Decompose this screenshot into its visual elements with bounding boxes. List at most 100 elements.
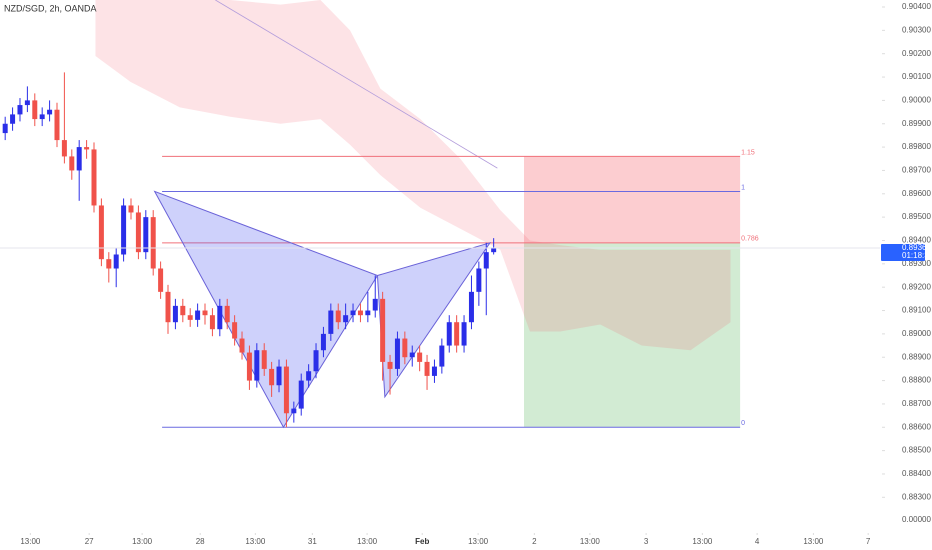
candle-body [269, 368, 275, 386]
fib-label: 1.15 [741, 149, 755, 156]
x-tick-label: 13:00 [692, 537, 713, 546]
pattern-xab [153, 190, 379, 429]
candle-body [468, 291, 474, 323]
y-tick-label: 0.89100 [902, 306, 931, 315]
plot-area: 1.15 1 0.786 0 [0, 0, 880, 429]
candle-body [350, 310, 356, 316]
candle-body [431, 366, 437, 376]
y-tick-label: 0.90300 [902, 25, 931, 34]
y-axis-footer: 0.00000 [902, 515, 931, 524]
candle-body [328, 310, 334, 334]
x-tick-label: 31 [308, 537, 317, 546]
reward-zone [524, 242, 741, 428]
candle-body [261, 350, 267, 369]
candle-body [113, 254, 119, 269]
candle-body [135, 212, 141, 253]
y-tick-label: 0.90100 [902, 72, 931, 81]
candle-body [454, 322, 460, 346]
candle-body [106, 259, 112, 269]
x-tick-label: 27 [85, 537, 94, 546]
y-tick-label: 0.89700 [902, 166, 931, 175]
candle-body [165, 291, 171, 323]
candle-body [313, 350, 319, 372]
fib-label: 0 [741, 420, 745, 427]
candle-body [483, 252, 489, 269]
candle-body [372, 298, 378, 311]
candle-body [409, 352, 415, 358]
x-tick-label: 3 [644, 537, 649, 546]
x-tick-label: 2 [532, 537, 537, 546]
y-tick-label: 0.90400 [902, 2, 931, 11]
risk-zone [524, 156, 741, 243]
y-tick-label: 0.89800 [902, 142, 931, 151]
candle-body [291, 408, 297, 414]
candle-body [158, 268, 164, 292]
y-tick-label: 0.89200 [902, 282, 931, 291]
candle-body [380, 298, 386, 362]
x-tick-label: 7 [866, 537, 871, 546]
candle-body [224, 305, 230, 323]
candle-body [394, 338, 400, 369]
candle-body [24, 100, 30, 106]
candle-body [298, 380, 304, 409]
candle-body [69, 156, 75, 171]
x-tick-label: 13:00 [580, 537, 601, 546]
x-tick-label: 13:00 [803, 537, 824, 546]
candle-body [335, 310, 341, 323]
y-tick-label: 0.88800 [902, 376, 931, 385]
candle-body [402, 338, 408, 358]
candle-body [17, 105, 23, 115]
candle-body [461, 322, 467, 346]
x-tick-label: 13:00 [357, 537, 378, 546]
candle-body [491, 247, 497, 253]
ichimoku-cloud [95, 0, 731, 351]
trend-line [215, 0, 498, 169]
y-tick-label: 0.90000 [902, 96, 931, 105]
candle-body [76, 147, 82, 171]
y-tick-label: 0.89500 [902, 212, 931, 221]
y-tick-label: 0.89600 [902, 189, 931, 198]
last-price-label: 0.89368 [902, 243, 931, 252]
last-price-box [881, 243, 925, 261]
x-tick-label: 4 [755, 537, 760, 546]
candle-body [283, 366, 289, 414]
candle-body [476, 268, 482, 292]
y-tick-label: 0.89400 [902, 236, 931, 245]
x-tick-label: 13:00 [20, 537, 41, 546]
fib-label: 0.786 [741, 236, 759, 243]
candle-body [343, 315, 349, 323]
y-tick-label: 0.89300 [902, 259, 931, 268]
x-tick-label: 13:00 [468, 537, 489, 546]
y-tick-label: 0.88700 [902, 399, 931, 408]
candle-body [254, 350, 260, 381]
candle-body [32, 100, 38, 120]
candle-body [2, 123, 8, 134]
candle-body [232, 322, 238, 339]
candle-body [424, 361, 430, 376]
y-tick-label: 0.88400 [902, 469, 931, 478]
candle-body [47, 109, 53, 115]
candle-body [195, 310, 201, 320]
y-tick-label: 0.90200 [902, 49, 931, 58]
y-tick-label: 0.89000 [902, 329, 931, 338]
candle-body [150, 217, 156, 269]
candle-body [387, 361, 393, 369]
candle-body [187, 315, 193, 320]
candle-body [246, 352, 252, 381]
candle-body [365, 310, 371, 316]
candle-body [320, 333, 326, 351]
candle-body [209, 315, 215, 330]
candle-body [357, 310, 363, 316]
candle-body [121, 205, 127, 255]
candle-body [98, 205, 104, 260]
y-tick-label: 0.88300 [902, 492, 931, 501]
x-tick-label: Feb [415, 537, 429, 546]
y-tick-label: 0.88600 [902, 422, 931, 431]
candle-body [239, 338, 245, 353]
x-tick-label: 13:00 [132, 537, 153, 546]
y-tick-label: 0.88500 [902, 446, 931, 455]
candle-body [417, 352, 423, 362]
candle-body [54, 109, 60, 141]
candle-body [202, 310, 208, 316]
